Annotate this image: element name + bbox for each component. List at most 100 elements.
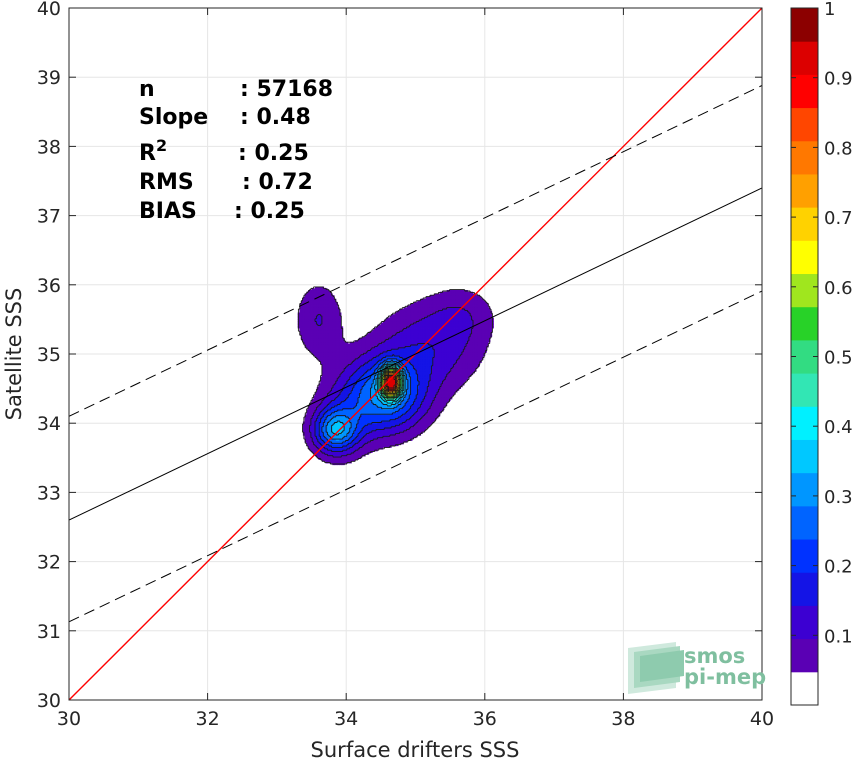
density-cell	[328, 395, 332, 398]
density-cell	[330, 307, 333, 310]
density-cell	[347, 430, 351, 433]
density-cell	[347, 359, 351, 362]
density-cell	[327, 426, 330, 429]
density-cell	[311, 442, 314, 445]
density-cell	[311, 328, 314, 331]
density-cell	[349, 347, 352, 350]
density-cell	[339, 338, 342, 341]
density-cell	[363, 386, 366, 389]
density-cell	[316, 407, 319, 410]
density-cell	[346, 437, 349, 440]
density-cell	[325, 312, 328, 315]
density-cell	[304, 430, 307, 433]
density-cell	[346, 354, 349, 357]
density-cell	[308, 340, 311, 343]
density-cell	[311, 310, 314, 313]
density-cell	[309, 341, 312, 345]
density-cell	[339, 443, 342, 447]
density-cell	[361, 352, 364, 355]
density-cell	[339, 426, 342, 429]
density-cell	[299, 303, 302, 306]
density-cell	[323, 388, 326, 391]
density-cell	[346, 430, 349, 433]
density-cell	[349, 343, 352, 346]
density-cell	[334, 374, 337, 377]
density-cell	[315, 412, 318, 415]
density-cell	[328, 343, 332, 346]
density-cell	[363, 438, 366, 441]
density-cell	[318, 343, 321, 346]
density-cell	[358, 374, 361, 377]
density-cell	[304, 343, 307, 346]
density-cell	[327, 319, 330, 322]
density-cell	[351, 426, 354, 429]
density-cell	[328, 360, 332, 364]
density-cell	[320, 362, 323, 365]
density-cell	[335, 367, 338, 370]
density-cell	[358, 345, 361, 348]
density-cell	[311, 405, 314, 409]
density-cell	[346, 393, 349, 396]
density-cell	[335, 443, 338, 447]
density-cell	[342, 456, 345, 459]
density-cell	[328, 418, 332, 421]
density-cell	[337, 383, 340, 386]
density-cell	[301, 302, 304, 305]
density-cell	[304, 437, 307, 440]
density-cell	[328, 459, 332, 462]
density-cell	[311, 419, 314, 422]
density-cell	[339, 407, 342, 410]
density-cell	[323, 336, 326, 339]
density-cell	[342, 359, 345, 362]
density-cell	[332, 421, 335, 424]
density-cell	[306, 411, 309, 414]
density-cell	[313, 319, 316, 322]
density-cell	[342, 345, 345, 348]
density-cell	[323, 414, 326, 417]
density-cell	[335, 362, 338, 365]
density-cell	[321, 350, 325, 353]
density-cell	[320, 305, 323, 308]
density-cell	[313, 317, 316, 320]
density-cell	[337, 312, 340, 315]
density-cell	[311, 449, 314, 452]
density-cell	[316, 340, 319, 343]
density-cell	[311, 445, 314, 448]
density-cell	[320, 298, 323, 301]
density-cell	[354, 369, 357, 372]
density-cell	[315, 319, 318, 322]
density-cell	[311, 326, 314, 329]
density-cell	[327, 447, 330, 450]
density-cell	[327, 305, 330, 308]
density-cell	[301, 333, 304, 336]
density-cell	[323, 289, 326, 293]
density-cell	[327, 411, 330, 414]
density-cell	[337, 388, 340, 391]
density-cell	[344, 397, 347, 400]
density-cell	[347, 345, 351, 348]
density-cell	[308, 409, 311, 412]
density-cell	[306, 321, 309, 324]
density-cell	[339, 395, 342, 398]
density-cell	[351, 459, 354, 462]
density-cell	[315, 295, 318, 298]
density-cell	[356, 412, 359, 415]
density-cell	[360, 341, 363, 345]
density-cell	[309, 303, 312, 306]
density-cell	[316, 419, 319, 422]
density-cell	[313, 336, 316, 339]
density-cell	[360, 360, 363, 364]
density-cell	[330, 421, 333, 424]
density-cell	[325, 390, 328, 393]
density-cell	[356, 428, 359, 431]
density-cell	[313, 352, 316, 355]
density-cell	[313, 291, 316, 294]
density-cell	[354, 419, 357, 422]
density-cell	[354, 414, 357, 417]
density-cell	[347, 364, 351, 367]
density-cell	[332, 319, 335, 322]
density-cell	[315, 293, 318, 296]
density-cell	[346, 426, 349, 429]
density-cell	[323, 302, 326, 305]
density-cell	[332, 386, 335, 389]
